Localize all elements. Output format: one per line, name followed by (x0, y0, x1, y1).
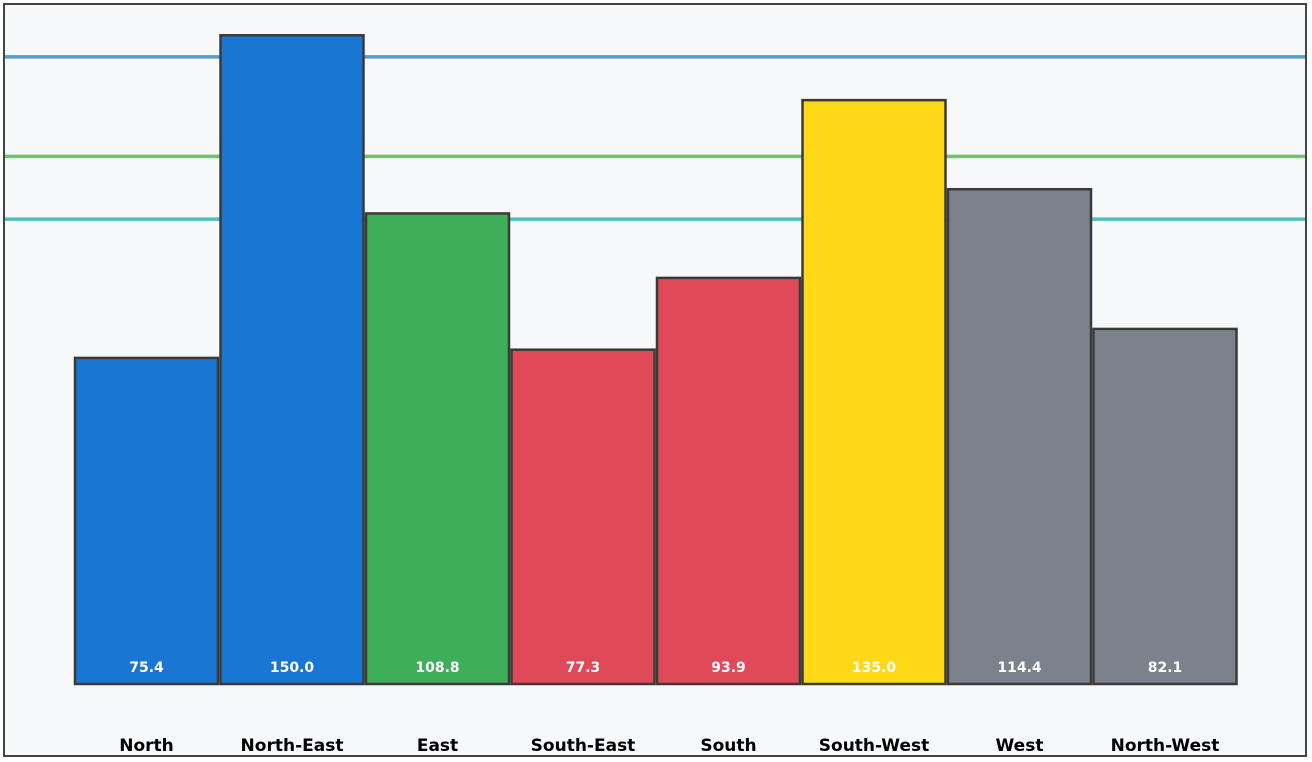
category-label-south-west: South-West (819, 736, 929, 755)
bar-north-west (1092, 327, 1238, 686)
value-label-south-west: 135.0 (852, 660, 897, 676)
value-label-north: 75.4 (129, 660, 164, 676)
category-label-south: South (700, 736, 756, 755)
value-label-west: 114.4 (997, 660, 1042, 676)
category-label-south-east: South-East (531, 736, 636, 755)
category-label-west: West (996, 736, 1044, 755)
bar-chart: 75.4 North 150.0 North-East 108.8 East 77.3 Sou… (5, 34, 1305, 755)
bar-north-east (219, 34, 365, 686)
chart-frame: 75.4 North 150.0 North-East 108.8 East 77.3 Sou… (3, 3, 1307, 757)
category-label-east: East (417, 736, 458, 755)
bar-south-west (801, 98, 947, 686)
category-label-north-east: North-East (241, 736, 344, 755)
value-label-north-east: 150.0 (270, 660, 315, 676)
bar-north (73, 356, 220, 686)
bar-south (655, 276, 802, 686)
bar-west (946, 187, 1093, 686)
value-label-south-east: 77.3 (566, 660, 601, 676)
bar-east (364, 212, 511, 686)
category-label-north: North (119, 736, 174, 755)
bar-south-east (510, 348, 656, 686)
value-label-east: 108.8 (415, 660, 459, 676)
category-label-north-west: North-West (1111, 736, 1220, 755)
value-label-north-west: 82.1 (1148, 660, 1183, 676)
value-label-south: 93.9 (711, 660, 746, 676)
